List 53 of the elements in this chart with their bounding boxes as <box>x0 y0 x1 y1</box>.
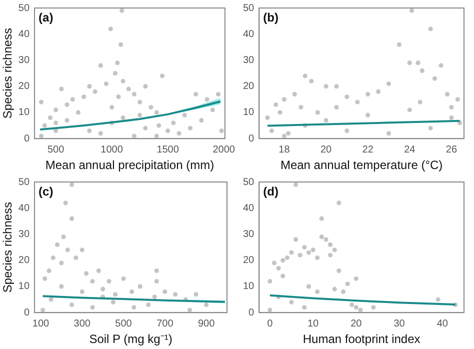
x-tick-label: 1500 <box>156 144 180 156</box>
x-tick-label: 500 <box>115 318 132 330</box>
x-tick-label: 500 <box>47 144 65 156</box>
y-tick-label: 50 <box>243 176 255 188</box>
x-tick-label: 900 <box>198 318 216 330</box>
y-tick-label: 20 <box>243 255 255 266</box>
y-tick-label: 30 <box>18 228 30 240</box>
x-tick-label: 300 <box>74 318 91 330</box>
y-tick-label: 50 <box>243 2 255 14</box>
y-tick-label: 0 <box>24 133 30 144</box>
y-tick-label: 10 <box>243 281 255 292</box>
x-axis-title: Mean annual temperature (°C) <box>280 158 443 172</box>
x-tick-label: 40 <box>436 318 448 330</box>
y-tick-label: 40 <box>18 202 30 214</box>
x-tick-label: 18 <box>278 144 290 156</box>
chart-title: (b) <box>263 10 278 24</box>
y-tick-label: 0 <box>248 307 255 318</box>
y-tick-label: 20 <box>18 81 30 92</box>
y-tick-label: 30 <box>243 54 255 66</box>
y-tick-label: 20 <box>243 81 255 92</box>
x-tick-label: 30 <box>394 318 406 330</box>
x-tick-label: 22 <box>362 144 374 156</box>
y-axis-title: Species richness <box>0 28 15 119</box>
y-tick-label: 50 <box>18 2 30 14</box>
x-tick-label: 20 <box>350 318 362 330</box>
chart-title: (d) <box>263 184 278 198</box>
x-tick-label: 24 <box>404 144 416 156</box>
y-tick-label: 20 <box>18 255 30 266</box>
y-tick-label: 30 <box>18 54 30 66</box>
y-tick-label: 10 <box>18 107 30 118</box>
x-axis-title: Soil P (mg kg⁻¹) <box>89 332 172 346</box>
chart-title: (a) <box>38 10 54 24</box>
y-tick-label: 0 <box>24 307 30 318</box>
y-tick-label: 40 <box>243 28 255 40</box>
y-axis-title: Species richness <box>0 202 15 293</box>
x-tick-label: 100 <box>32 318 50 330</box>
x-axis-title: Mean annual precipitation (mm) <box>45 158 214 172</box>
x-tick-label: 20 <box>320 144 332 156</box>
x-tick-label: 1000 <box>100 144 124 156</box>
x-tick-label: 26 <box>446 144 458 156</box>
x-axis-title: Human footprint index <box>302 332 420 346</box>
y-tick-label: 0 <box>248 133 255 144</box>
y-tick-label: 50 <box>18 176 30 188</box>
chart-title: (c) <box>38 184 54 198</box>
y-tick-label: 10 <box>243 107 255 118</box>
x-tick-label: 0 <box>267 318 274 330</box>
x-tick-label: 700 <box>156 318 174 330</box>
x-tick-label: 2000 <box>212 144 236 156</box>
y-tick-label: 40 <box>243 202 255 214</box>
x-tick-label: 10 <box>307 318 320 330</box>
y-tick-label: 10 <box>18 281 30 292</box>
y-tick-label: 40 <box>18 28 30 40</box>
y-tick-label: 30 <box>243 228 255 240</box>
